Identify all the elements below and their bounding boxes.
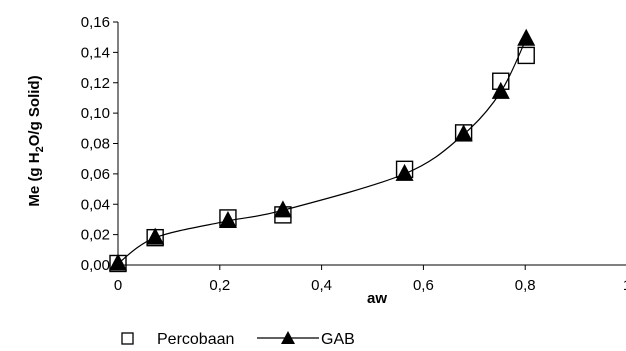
x-tick-label: 0,6 — [413, 277, 434, 294]
x-tick-label: 0,8 — [515, 277, 536, 294]
x-ticks: 0 0,2 0,4 0,6 0,8 1 — [114, 265, 626, 294]
x-axis-title: aw — [367, 290, 387, 307]
point-gab — [454, 124, 473, 142]
y-axis-title-subscript: 2 — [34, 146, 46, 152]
point-gab — [146, 227, 165, 245]
y-tick-label: 0,00 — [81, 257, 110, 274]
point-gab — [273, 200, 292, 218]
legend: Percobaan GAB — [121, 331, 355, 348]
point-gab — [491, 81, 510, 99]
legend-percobaan-marker — [121, 332, 134, 345]
y-tick-label: 0,04 — [81, 196, 110, 213]
y-tick-label: 0,02 — [81, 227, 110, 244]
y-tick-label: 0,14 — [81, 44, 110, 61]
x-tick-label: 0,4 — [311, 277, 332, 294]
legend-gab-marker — [281, 331, 295, 344]
legend-percobaan-label: Percobaan — [157, 331, 234, 348]
series-line-gab — [117, 38, 527, 264]
point-gab — [395, 163, 414, 181]
point-gab — [109, 253, 127, 271]
legend-gab-label: GAB — [321, 331, 355, 348]
series-layer — [109, 28, 536, 273]
point-percobaan — [517, 46, 535, 65]
point-gab — [517, 28, 536, 46]
x-tick-label: 0,2 — [209, 277, 230, 294]
y-tick-label: 0,08 — [81, 136, 110, 153]
point-gab — [218, 210, 237, 228]
axes — [117, 22, 626, 266]
y-tick-label: 0,10 — [81, 105, 110, 122]
y-axis-title-part2: O/g Solid) — [26, 75, 43, 146]
y-tick-label: 0,06 — [81, 166, 110, 183]
y-tick-label: 0,16 — [81, 14, 110, 31]
y-axis-title: Me (g H2O/g Solid) — [26, 75, 46, 206]
y-tick-label: 0,12 — [81, 75, 110, 92]
x-tick-label: 0 — [114, 277, 122, 294]
y-ticks: 0,00 0,02 0,04 0,06 0,08 0,10 0,12 0,14 0,16 — [81, 14, 118, 274]
y-axis-title-part1: Me (g H — [26, 152, 43, 206]
x-tick-label: 1 — [623, 277, 626, 294]
